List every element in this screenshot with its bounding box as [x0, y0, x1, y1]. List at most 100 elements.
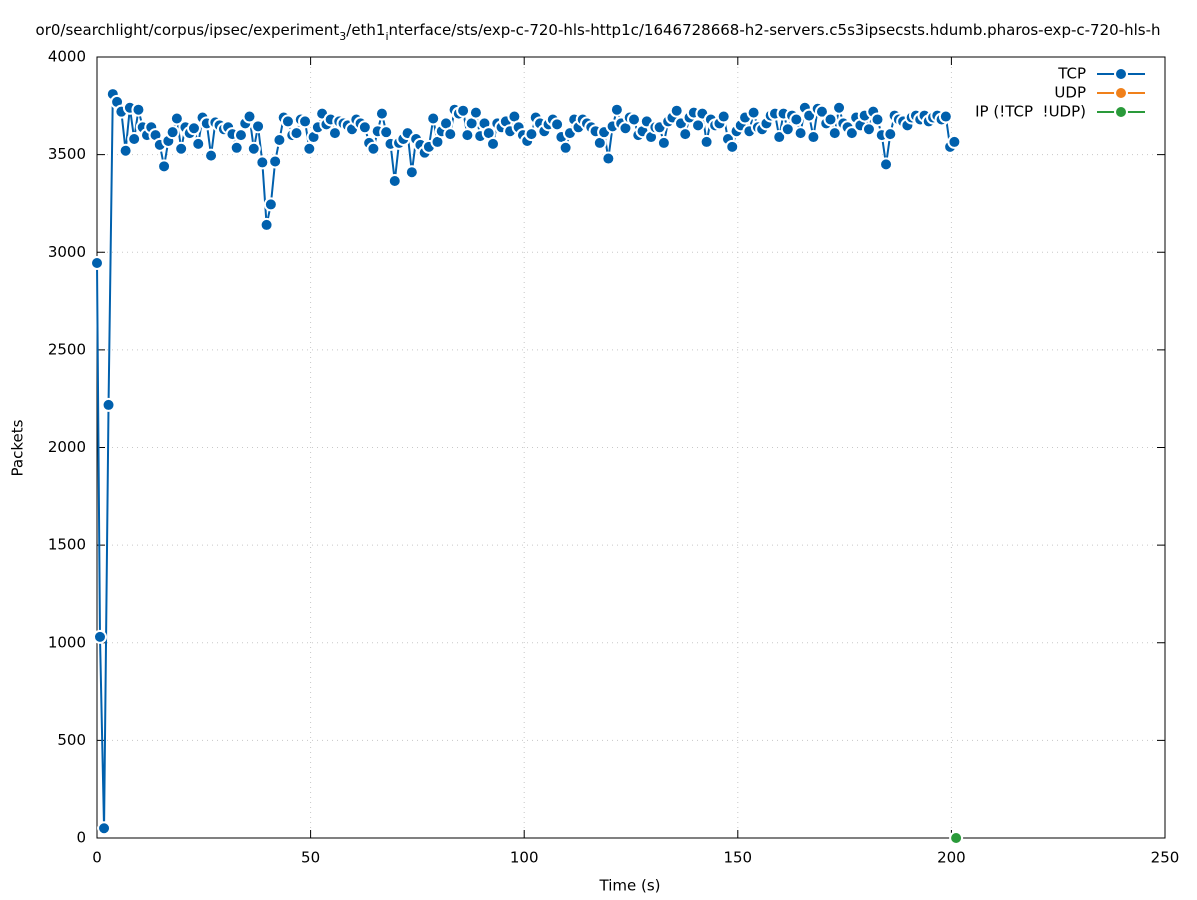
data-point	[259, 217, 274, 232]
chart-title: or0/searchlight/corpus/ipsec/experiment3…	[36, 21, 1161, 43]
y-tick-label: 0	[76, 829, 86, 847]
data-point	[725, 139, 740, 154]
data-point	[289, 126, 304, 141]
series	[949, 831, 964, 845]
title-segment: /eth1	[346, 21, 385, 39]
y-tick-label: 1500	[48, 536, 86, 554]
data-point	[861, 122, 876, 137]
title-segment: or0/searchlight/corpus/ipsec/experiment	[36, 21, 340, 39]
data-point	[806, 130, 821, 145]
data-point	[327, 126, 342, 141]
data-point	[883, 127, 898, 142]
legend-label: UDP	[1054, 84, 1086, 102]
x-tick-label: 200	[937, 849, 966, 867]
series	[90, 87, 962, 836]
data-point	[101, 397, 116, 412]
data-point	[844, 126, 859, 141]
title-subscript: i	[385, 30, 388, 43]
data-point	[387, 173, 402, 188]
data-point	[118, 143, 133, 158]
x-tick-label: 250	[1151, 849, 1180, 867]
data-point	[947, 134, 962, 149]
plot-border	[96, 56, 1166, 839]
data-point	[357, 120, 372, 135]
data-point	[191, 136, 206, 151]
data-point	[832, 100, 847, 115]
data-point	[169, 111, 184, 126]
legend-marker	[1114, 86, 1128, 100]
data-point	[92, 629, 107, 644]
data-point	[699, 134, 714, 149]
data-point	[404, 165, 419, 180]
data-point	[524, 127, 539, 142]
data-point	[298, 114, 313, 129]
data-point	[793, 126, 808, 141]
data-point	[814, 104, 829, 119]
data-point	[268, 154, 283, 169]
data-point	[780, 122, 795, 137]
data-point	[949, 831, 964, 845]
y-tick-label: 1000	[48, 633, 86, 651]
legend-marker	[1114, 105, 1128, 119]
data-point	[255, 155, 270, 170]
x-tick-label: 50	[301, 849, 320, 867]
data-point	[669, 103, 684, 118]
y-tick-label: 2500	[48, 340, 86, 358]
data-point	[772, 130, 787, 145]
data-point	[165, 125, 180, 140]
data-point	[263, 197, 278, 212]
legend-marker	[1114, 67, 1128, 81]
series-line	[96, 90, 956, 829]
data-point	[678, 127, 693, 142]
title-segment: nterface/sts/exp-c-720-hls-http1c/164672…	[389, 21, 1161, 39]
data-point	[280, 114, 295, 129]
x-tick-label: 100	[510, 849, 539, 867]
data-point	[879, 157, 894, 172]
data-point	[870, 112, 885, 127]
x-tick-label: 150	[723, 849, 752, 867]
x-axis-label: Time (s)	[599, 877, 661, 895]
data-point	[97, 821, 112, 836]
data-point	[609, 102, 624, 117]
data-point	[691, 118, 706, 133]
data-point	[456, 103, 471, 118]
data-point	[426, 111, 441, 126]
data-point	[174, 141, 189, 156]
data-point	[789, 112, 804, 127]
legend-label: IP (!TCP !UDP)	[975, 103, 1086, 121]
y-axis-label: Packets	[9, 419, 27, 476]
title-subscript: 3	[339, 30, 346, 43]
data-point	[157, 159, 172, 174]
data-point	[251, 119, 266, 134]
data-point	[229, 140, 244, 155]
data-point	[186, 121, 201, 136]
data-point	[233, 128, 248, 143]
data-point	[823, 112, 838, 127]
data-point	[90, 255, 104, 270]
y-tick-label: 500	[57, 731, 86, 749]
data-point	[558, 140, 573, 155]
legend-label: TCP	[1057, 65, 1086, 83]
data-point	[204, 148, 219, 163]
data-point	[550, 117, 565, 132]
data-point	[938, 109, 953, 124]
data-point	[272, 132, 287, 147]
data-point	[302, 141, 317, 156]
data-point	[626, 112, 641, 127]
data-point	[746, 105, 761, 120]
data-point	[242, 109, 257, 124]
data-point	[131, 102, 146, 117]
data-point	[460, 128, 475, 143]
data-point	[366, 141, 381, 156]
data-point	[468, 105, 483, 120]
data-point	[716, 109, 731, 124]
data-point	[443, 127, 458, 142]
data-point	[656, 135, 671, 150]
y-tick-label: 3000	[48, 243, 86, 261]
data-point	[827, 126, 842, 141]
data-point	[601, 151, 616, 166]
y-tick-label: 3500	[48, 145, 86, 163]
x-tick-label: 0	[92, 849, 102, 867]
